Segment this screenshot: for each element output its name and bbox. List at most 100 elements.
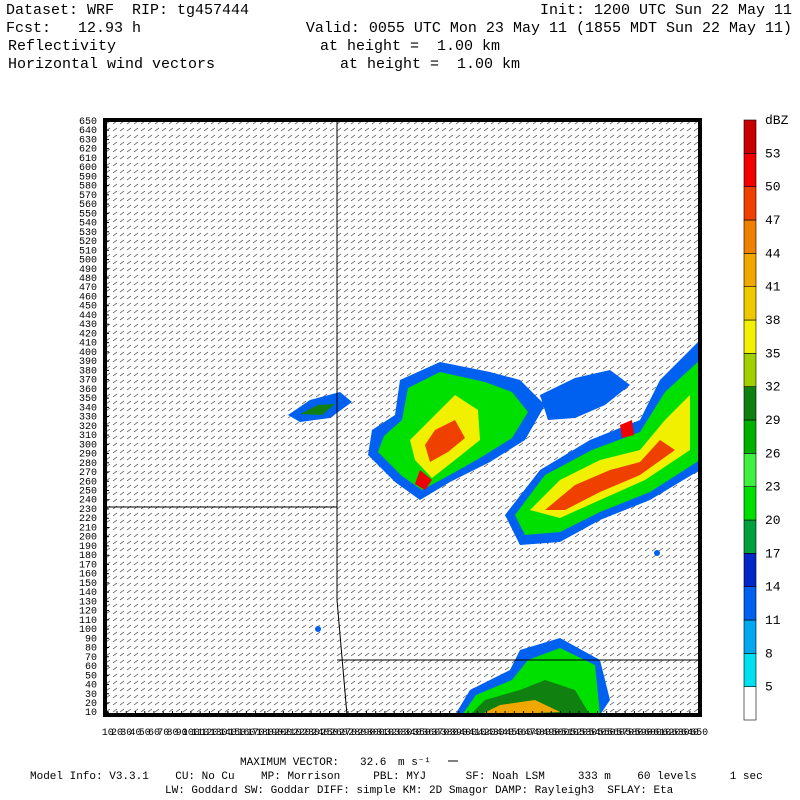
y-tick-label: 540	[79, 219, 97, 230]
colorbar-label: 17	[765, 546, 781, 561]
y-tick-label: 50	[85, 671, 97, 682]
colorbar-box	[743, 153, 757, 187]
colorbar-box	[743, 386, 757, 421]
colorbar-box	[743, 219, 757, 254]
x-tick-label: 350	[413, 728, 431, 739]
y-tick-label: 560	[79, 200, 97, 211]
y-tick-label: 620	[79, 145, 97, 156]
y-tick-label: 80	[85, 644, 97, 655]
reflectivity	[288, 340, 700, 715]
x-tick-label: 120	[200, 728, 218, 739]
x-tick-label: 570	[616, 728, 634, 739]
x-tick-label: 650	[690, 728, 708, 739]
colorbar-box	[743, 653, 757, 687]
colorbar-box	[743, 186, 757, 221]
x-tick-label: 520	[570, 728, 588, 739]
y-tick-label: 550	[79, 209, 97, 220]
y-tick-label: 90	[85, 634, 97, 645]
x-tick-label: 290	[357, 728, 375, 739]
x-tick-label: 190	[265, 728, 283, 739]
x-tick-label: 530	[579, 728, 597, 739]
y-tick-label: 530	[79, 228, 97, 239]
y-tick-label: 120	[79, 607, 97, 618]
y-tick-label: 30	[85, 690, 97, 701]
x-tick-label: 200	[274, 728, 292, 739]
y-tick-label: 230	[79, 505, 97, 516]
y-tick-label: 320	[79, 422, 97, 433]
y-tick-label: 340	[79, 403, 97, 414]
colorbar-label: 8	[765, 646, 773, 661]
y-tick-label: 370	[79, 376, 97, 387]
x-tick-label: 370	[431, 728, 449, 739]
y-tick-label: 520	[79, 237, 97, 248]
field-level: at height = 1.00 km	[320, 38, 500, 55]
x-tick-label: 550	[598, 728, 616, 739]
colorbar-label: 5	[765, 680, 773, 695]
y-tick-label: 110	[79, 616, 97, 627]
y-tick-label: 500	[79, 256, 97, 267]
colorbar-label: 47	[765, 213, 781, 228]
colorbar-box	[743, 686, 757, 721]
y-tick-label: 220	[79, 514, 97, 525]
x-tick-label: 270	[339, 728, 357, 739]
y-tick-label: 410	[79, 339, 97, 350]
x-tick-label: 500	[551, 728, 569, 739]
colorbar-box	[743, 119, 757, 154]
x-tick-label: 490	[542, 728, 560, 739]
x-tick-label: 310	[376, 728, 394, 739]
y-tick-label: 180	[79, 551, 97, 562]
x-tick-label: 140	[219, 728, 237, 739]
echo-region	[425, 420, 465, 462]
colorbar-box	[743, 619, 757, 654]
colorbar-label: 35	[765, 346, 781, 361]
y-tick-label: 610	[79, 154, 97, 165]
colorbar-label: 11	[765, 613, 781, 628]
y-tick-label: 400	[79, 348, 97, 359]
x-tick-label: 170	[247, 728, 265, 739]
echo-region	[654, 550, 660, 556]
colorbar-label: 23	[765, 480, 781, 495]
y-tick-label: 310	[79, 431, 97, 442]
x-tick-label: 600	[644, 728, 662, 739]
y-tick-label: 350	[79, 394, 97, 405]
y-tick-label: 160	[79, 570, 97, 581]
x-tick-label: 150	[228, 728, 246, 739]
x-tick-label: 260	[330, 728, 348, 739]
x-tick-label: 220	[293, 728, 311, 739]
y-tick-label: 210	[79, 523, 97, 534]
field-level: at height = 1.00 km	[340, 56, 520, 73]
y-tick-label: 270	[79, 468, 97, 479]
x-tick-label: 230	[302, 728, 320, 739]
colorbar-box	[743, 586, 757, 621]
x-tick-label: 580	[625, 728, 643, 739]
y-tick-label: 70	[85, 653, 97, 664]
x-tick-label: 210	[284, 728, 302, 739]
y-tick-label: 580	[79, 182, 97, 193]
colorbar-label: 20	[765, 513, 781, 528]
colorbar-label: 32	[765, 380, 781, 395]
x-tick-label: 410	[468, 728, 486, 739]
model-info: LW: Goddard SW: Goddar DIFF: simple KM: …	[165, 785, 674, 797]
x-tick-label: 440	[496, 728, 514, 739]
plot-area	[105, 120, 700, 715]
x-tick-label: 10	[102, 728, 114, 739]
colorbar-label: 53	[765, 146, 781, 161]
y-tick-label: 300	[79, 440, 97, 451]
colorbar-box	[743, 553, 757, 587]
colorbar-box	[743, 319, 757, 354]
x-tick-label: 460	[515, 728, 533, 739]
y-tick-label: 130	[79, 597, 97, 608]
echo-region	[300, 404, 335, 415]
x-tick-label: 330	[394, 728, 412, 739]
colorbar-box	[743, 519, 757, 554]
colorbar-label: 29	[765, 413, 781, 428]
model-info: Model Info: V3.3.1 CU: No Cu MP: Morriso…	[30, 771, 763, 783]
y-tick-label: 480	[79, 274, 97, 285]
echo-region	[530, 395, 690, 518]
colorbar-label: 44	[765, 246, 781, 261]
y-tick-label: 140	[79, 588, 97, 599]
y-tick-label: 200	[79, 533, 97, 544]
x-tick-label: 470	[524, 728, 542, 739]
x-tick-label: 380	[441, 728, 459, 739]
